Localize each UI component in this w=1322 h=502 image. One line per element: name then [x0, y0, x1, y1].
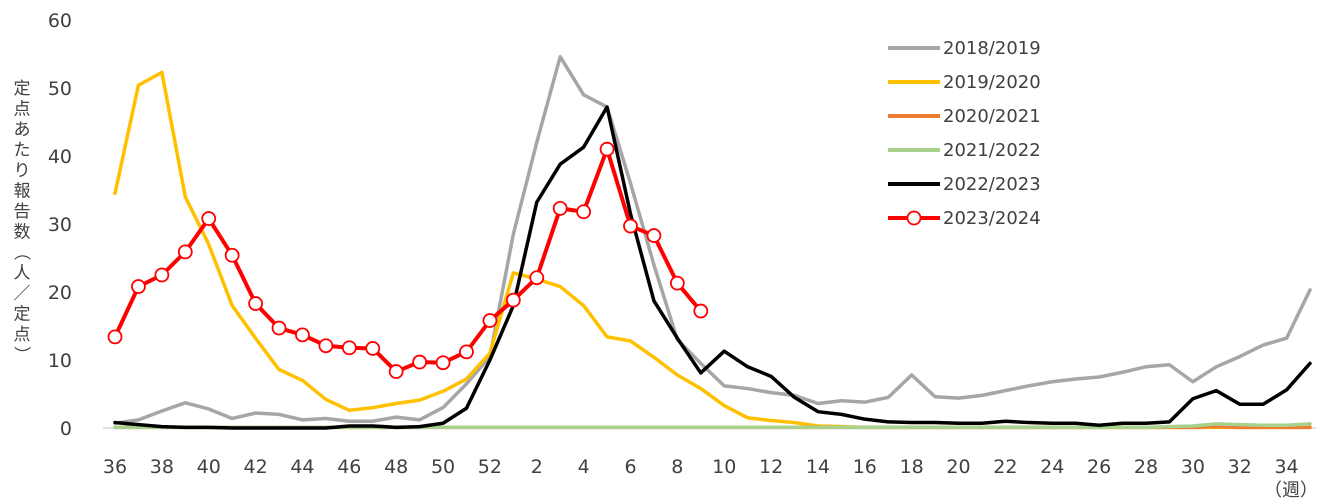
legend-label: 2021/2022	[943, 140, 1041, 161]
y-tick-label: 40	[48, 146, 72, 168]
y-axis-title-char: 人	[14, 264, 31, 284]
x-tick-label: 38	[150, 456, 174, 478]
x-tick-label: 30	[1181, 456, 1205, 478]
x-tick-label: 50	[431, 456, 455, 478]
series-layer	[107, 54, 1312, 430]
y-axis-title-char: （	[11, 244, 31, 261]
x-tick-label: 18	[900, 456, 924, 478]
series-point	[529, 270, 545, 286]
legend-label: 2023/2024	[943, 208, 1041, 229]
x-tick-label: 8	[671, 456, 683, 478]
x-tick-label: 20	[946, 456, 970, 478]
y-axis-title-char: 点	[14, 100, 31, 120]
x-tick-label: 52	[478, 456, 502, 478]
y-axis-title-char: 数	[14, 223, 31, 243]
series-point	[623, 218, 638, 234]
x-tick-label: 22	[993, 456, 1017, 478]
x-tick-label: 36	[103, 456, 127, 478]
series-point	[271, 320, 287, 336]
series-point	[552, 200, 568, 216]
x-tick-label: 14	[806, 456, 830, 478]
series-point	[669, 275, 685, 291]
series-point	[599, 141, 615, 157]
x-tick-label: 26	[1087, 456, 1111, 478]
y-axis-title-char: 点	[14, 325, 31, 345]
x-tick-label: 44	[290, 456, 314, 478]
series-point	[365, 341, 381, 356]
y-tick-label: 60	[48, 10, 72, 32]
series-point	[154, 267, 170, 283]
series-point	[131, 279, 146, 294]
series-point	[388, 364, 404, 379]
series-line-2018-2019	[113, 54, 1312, 425]
y-tick-label: 20	[48, 282, 72, 304]
y-axis-title-char: 報	[14, 182, 31, 202]
x-tick-label: 28	[1134, 456, 1158, 478]
x-tick-label: 42	[243, 456, 267, 478]
series-point	[505, 292, 521, 308]
series-point	[177, 244, 193, 260]
series-point	[646, 228, 662, 243]
series-point	[482, 313, 498, 328]
y-tick-label: 10	[48, 350, 72, 372]
series-point	[576, 204, 592, 220]
series-point	[459, 344, 474, 360]
y-axis-title-char: 告	[14, 202, 31, 222]
x-tick-label: 46	[337, 456, 361, 478]
x-axis-tick-labels: 36 38 40 42 44 46 48 50 52 2 4 6 8 10 12 14 16 18 20 22 24 26…	[103, 456, 1299, 478]
legend-marker	[906, 210, 922, 226]
series-point	[435, 355, 451, 371]
chart-legend: 2018/2019 2019/2020 2020/2021 2021/2022 2022…	[888, 38, 1041, 229]
series-point	[201, 211, 217, 226]
legend-label: 2022/2023	[943, 174, 1041, 195]
y-axis-title-char: 定	[14, 79, 31, 99]
x-tick-label: 12	[759, 456, 783, 478]
y-tick-label: 0	[60, 418, 72, 440]
x-tick-label: 24	[1040, 456, 1064, 478]
y-axis-title-char: り	[14, 161, 31, 181]
series-point	[318, 338, 334, 354]
series-line-2022-2023	[113, 105, 1312, 430]
series-point	[295, 327, 310, 343]
series-point	[341, 340, 357, 356]
x-tick-label: 2	[531, 456, 543, 478]
x-tick-label: 4	[578, 456, 590, 478]
y-axis-tick-labels: 0 10 20 30 40 50 60	[48, 10, 72, 440]
series-point	[412, 354, 428, 370]
legend-label: 2020/2021	[943, 106, 1041, 127]
series-point	[224, 247, 240, 263]
x-axis-unit-label: （週）	[1264, 480, 1318, 501]
x-tick-label: 34	[1274, 456, 1298, 478]
y-axis-title-char: 定	[14, 305, 31, 325]
y-tick-label: 30	[48, 214, 72, 236]
x-tick-label: 10	[712, 456, 736, 478]
y-axis-title-char: た	[14, 141, 31, 161]
y-tick-label: 50	[48, 78, 72, 100]
x-tick-label: 6	[624, 456, 636, 478]
x-tick-label: 48	[384, 456, 408, 478]
series-point	[248, 296, 263, 311]
x-tick-label: 16	[853, 456, 877, 478]
series-point	[107, 329, 123, 345]
x-tick-label: 40	[197, 456, 221, 478]
series-point	[693, 303, 709, 319]
y-axis-title-char: ）	[11, 346, 31, 363]
y-axis-title-char: あ	[14, 120, 31, 140]
legend-label: 2018/2019	[943, 38, 1041, 59]
x-tick-label: 32	[1228, 456, 1252, 478]
y-axis-title-char: ／	[14, 284, 31, 304]
legend-label: 2019/2020	[943, 72, 1041, 93]
